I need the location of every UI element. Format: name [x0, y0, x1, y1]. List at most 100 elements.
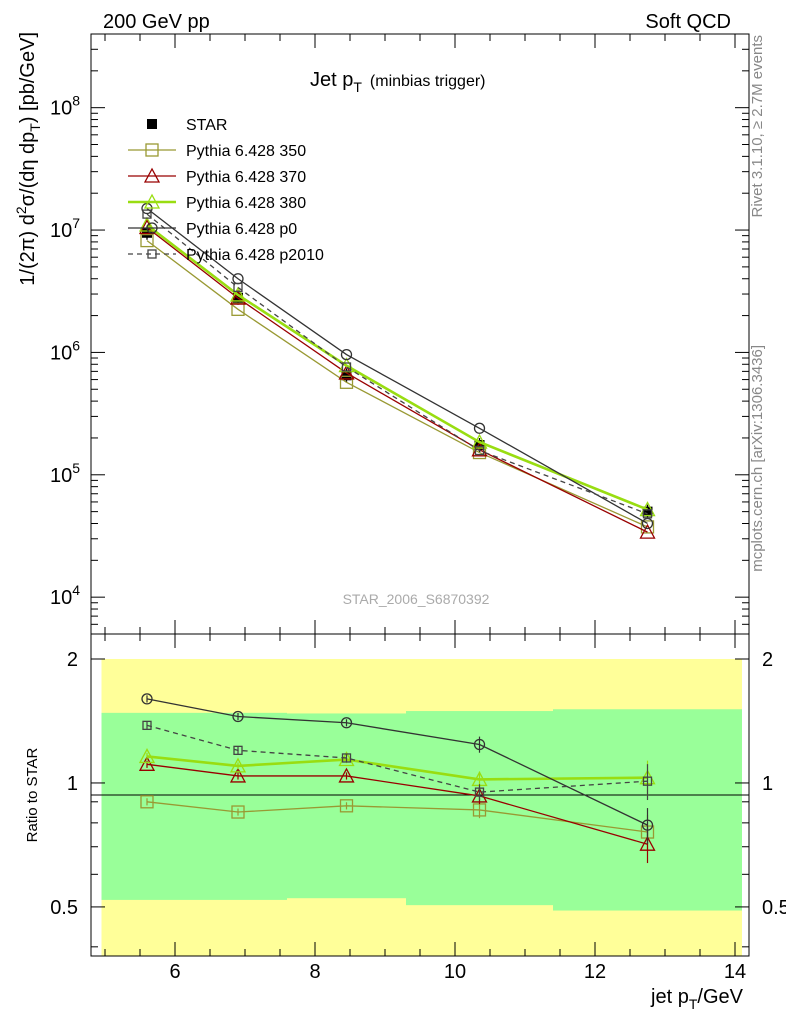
data-point	[233, 282, 243, 293]
x-axis-label: jet pT/GeV	[650, 986, 744, 1012]
legend-item-star: STAR	[147, 117, 227, 134]
ratio-point	[642, 776, 653, 786]
legend-item-pythia-6-428-350: Pythia 6.428 350	[128, 143, 306, 160]
data-point	[473, 422, 486, 434]
series-pythia-6-428-380	[138, 216, 656, 517]
ratio-point	[340, 717, 353, 729]
data-point	[641, 517, 654, 530]
legend-marker	[145, 143, 159, 157]
main-y-tick-label: 105	[50, 460, 80, 487]
main-y-tick-label: 106	[50, 337, 80, 364]
legend-item-pythia-6-428-380: Pythia 6.428 380	[128, 193, 306, 212]
data-point	[338, 364, 355, 380]
main-panel: 104 105 106 107 108 STAR_2006_S6870392 Jet p…	[13, 32, 750, 635]
legend-marker	[143, 167, 161, 183]
legend-label: STAR	[186, 117, 227, 134]
legend-label: Pythia 6.428 380	[186, 195, 306, 212]
ratio-point	[138, 748, 156, 764]
ratio-y-tick-label-right: 2	[762, 649, 773, 671]
x-label-unit: /GeV	[697, 986, 743, 1008]
legend-item-pythia-6-428-p2010: Pythia 6.428 p2010	[128, 247, 324, 264]
ratio-point	[639, 835, 656, 851]
ratio-y-ticks: 0.5 0.5 1 1 2 2	[50, 649, 786, 948]
data-point	[339, 375, 354, 389]
ratio-point	[141, 693, 153, 705]
legend-marker	[143, 193, 161, 209]
ratio-point	[229, 757, 247, 773]
legend-item-pythia-6-428-p0: Pythia 6.428 p0	[128, 221, 297, 238]
ratio-y-tick-label: 2	[67, 649, 78, 671]
chart-title-note: (minbias trigger)	[370, 73, 486, 90]
legend-marker	[146, 222, 158, 234]
data-point	[639, 501, 656, 517]
ratio-point	[233, 745, 243, 756]
ratio-point	[140, 795, 154, 809]
main-y-tick-label: 108	[50, 93, 80, 120]
ratio-y-label: Ratio to STAR	[24, 747, 41, 842]
ratio-series-line	[146, 724, 648, 793]
legend-marker	[147, 249, 157, 259]
ratio-point	[641, 819, 654, 831]
series-pythia-6-428-370	[138, 219, 656, 539]
data-point	[471, 433, 488, 449]
series-pythia-6-428-p0	[141, 202, 654, 530]
data-point	[138, 216, 156, 232]
main-y-ticks: 104 105 106 107 108	[50, 33, 749, 635]
main-y-tick-label: 107	[50, 215, 80, 242]
data-point	[474, 440, 485, 451]
data-point	[231, 302, 245, 316]
ratio-point	[473, 738, 486, 751]
data-point	[142, 209, 152, 219]
header-right: Soft QCD	[645, 11, 731, 33]
data-point	[639, 523, 656, 539]
data-point	[340, 348, 353, 361]
legend-marker	[147, 119, 157, 129]
data-point	[642, 509, 653, 519]
x-label-main: jet p	[650, 986, 689, 1008]
data-point	[142, 227, 152, 238]
ratio-y-tick-label-right: 0.5	[762, 897, 786, 919]
data-point	[341, 362, 352, 372]
chart-title-main: Jet p	[310, 69, 353, 91]
ratio-point	[341, 753, 352, 763]
ratio-x-tick-label: 8	[309, 961, 320, 983]
main-curves	[138, 202, 656, 539]
rivet-version-label: Rivet 3.1.10, ≥ 2.7M events	[749, 35, 766, 218]
ratio-x-tick-label: 10	[444, 961, 466, 983]
series-line	[146, 213, 648, 515]
data-point	[229, 286, 247, 302]
watermark: STAR_2006_S6870392	[343, 591, 490, 607]
series-star	[142, 225, 653, 519]
inner-band	[101, 712, 196, 900]
data-point	[140, 233, 154, 248]
data-point	[474, 445, 485, 456]
data-point	[341, 370, 352, 381]
ratio-curves	[138, 693, 656, 864]
mcplots-label: mcplots.cern.ch [arXiv:1306.3436]	[749, 345, 766, 572]
ratio-point	[339, 799, 354, 813]
legend: STAR Pythia 6.428 350 Pythia 6.428 370 Pyth…	[128, 117, 324, 264]
chart-title-sub: T	[353, 79, 362, 95]
legend-label: Pythia 6.428 p0	[186, 221, 297, 238]
header-left: 200 GeV pp	[103, 11, 210, 33]
ratio-panel: 0.5 0.51 12 2 6 8 10 12 14 Ratio to STAR jet pT…	[24, 633, 786, 1012]
ratio-point	[142, 720, 152, 731]
ratio-point	[229, 767, 247, 783]
ratio-x-tick-label: 6	[169, 961, 180, 983]
ratio-point	[338, 767, 355, 783]
main-x-ticks	[104, 34, 736, 634]
ratio-point	[138, 755, 156, 771]
ratio-point	[474, 787, 485, 797]
legend-label: Pythia 6.428 350	[186, 143, 306, 160]
series-line	[146, 223, 648, 511]
series-line	[146, 226, 648, 533]
data-point	[642, 506, 653, 517]
ratio-series-pythia-6-428-p2010	[142, 720, 653, 801]
ratio-x-tick-label: 14	[724, 961, 746, 983]
main-y-tick-label: 104	[50, 582, 80, 609]
x-label-sub: T	[689, 996, 698, 1012]
ratio-y-tick-label: 1	[67, 773, 78, 795]
legend-label: Pythia 6.428 p2010	[186, 247, 324, 264]
data-point	[640, 520, 655, 534]
